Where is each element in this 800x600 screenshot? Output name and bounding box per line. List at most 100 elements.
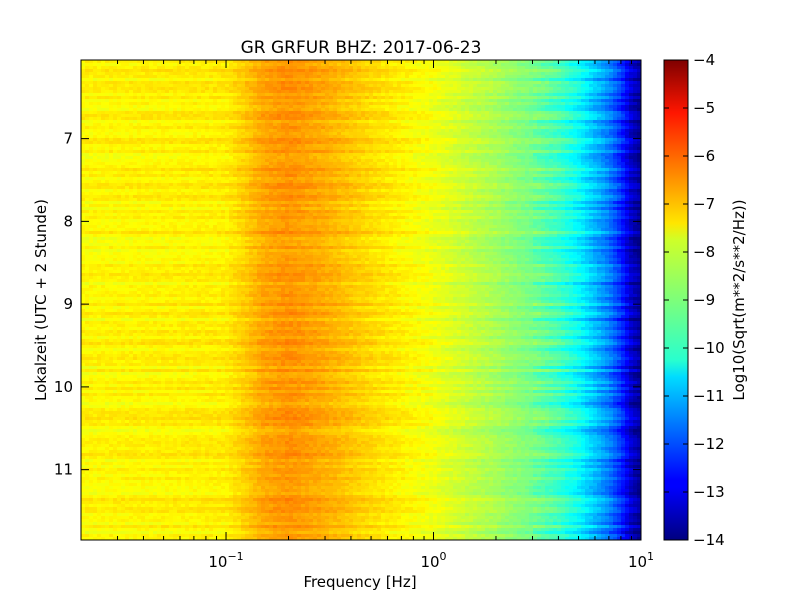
heatmap-cell [161,183,166,187]
heatmap-cell [97,210,102,214]
heatmap-cell [109,282,114,286]
heatmap-cell [161,519,166,523]
heatmap-cell [125,450,130,454]
heatmap-cell [153,108,158,112]
heatmap-cell [133,384,138,388]
heatmap-cell [113,192,118,196]
heatmap-cell [161,321,166,325]
heatmap-cell [97,234,102,238]
heatmap-cell [113,432,118,436]
heatmap-cell [125,96,130,100]
heatmap-cell [109,531,114,535]
heatmap-cell [97,297,102,301]
heatmap-cell [109,423,114,427]
heatmap-cell [129,120,134,124]
heatmap-cell [121,495,126,499]
heatmap-cell [161,150,166,154]
heatmap-cell [85,345,90,349]
heatmap-cell [89,375,94,379]
heatmap-cell [89,126,94,130]
heatmap-cell [89,513,94,517]
heatmap-cell [153,69,158,73]
heatmap-cell [125,147,130,151]
heatmap-cell [113,531,118,535]
heatmap-cell [145,453,150,457]
heatmap-cell [157,411,162,415]
heatmap-cell [129,129,134,133]
heatmap-cell [81,111,86,115]
heatmap-cell [113,180,118,184]
heatmap-cell [121,252,126,256]
heatmap-cell [125,270,130,274]
heatmap-cell [109,375,114,379]
heatmap-cell [141,393,146,397]
heatmap-cell [81,291,86,295]
heatmap-cell [133,225,138,229]
heatmap-cell [129,273,134,277]
heatmap-cell [81,267,86,271]
heatmap-cell [137,213,142,217]
heatmap-cell [81,105,86,109]
heatmap-cell [137,369,142,373]
heatmap-cell [137,378,142,382]
heatmap-cell [81,333,86,337]
heatmap-cell [137,171,142,175]
heatmap-cell [149,288,154,292]
heatmap-cell [173,162,178,166]
heatmap-cell [109,225,114,229]
heatmap-cell [93,264,98,268]
heatmap-cell [169,531,174,535]
heatmap-cell [85,69,90,73]
heatmap-cell [105,405,110,409]
heatmap-cell [137,222,142,226]
heatmap-cell [141,294,146,298]
heatmap-cell [121,282,126,286]
heatmap-cell [101,201,106,205]
heatmap-cell [137,264,142,268]
heatmap-cell [81,363,86,367]
heatmap-cell [141,450,146,454]
heatmap-cell [149,372,154,376]
heatmap-cell [145,297,150,301]
heatmap-cell [89,327,94,331]
heatmap-cell [125,168,130,172]
heatmap-cell [85,198,90,202]
heatmap-cell [89,99,94,103]
heatmap-cell [109,351,114,355]
heatmap-cell [169,468,174,472]
heatmap-cell [161,285,166,289]
heatmap-cell [153,417,158,421]
heatmap-cell [141,168,146,172]
heatmap-cell [133,498,138,502]
heatmap-cell [101,213,106,217]
heatmap-cell [157,267,162,271]
heatmap-cell [93,423,98,427]
heatmap-cell [161,273,166,277]
heatmap-cell [141,177,146,181]
heatmap-cell [129,219,134,223]
heatmap-cell [161,402,166,406]
heatmap-cell [149,69,154,73]
heatmap-cell [129,237,134,241]
heatmap-cell [153,111,158,115]
heatmap-cell [137,117,142,121]
heatmap-cell [109,135,114,139]
heatmap-cell [169,84,174,88]
heatmap-cell [117,528,122,532]
heatmap-cell [121,471,126,475]
heatmap-cell [125,153,130,157]
heatmap-cell [93,234,98,238]
heatmap-cell [133,381,138,385]
heatmap-cell [137,294,142,298]
heatmap-cell [89,447,94,451]
heatmap-cell [165,123,170,127]
heatmap-cell [125,423,130,427]
heatmap-cell [141,123,146,127]
heatmap-cell [169,249,174,253]
heatmap-cell [129,102,134,106]
heatmap-cell [85,348,90,352]
heatmap-cell [89,84,94,88]
heatmap-cell [169,483,174,487]
heatmap-cell [101,267,106,271]
heatmap-cell [109,240,114,244]
